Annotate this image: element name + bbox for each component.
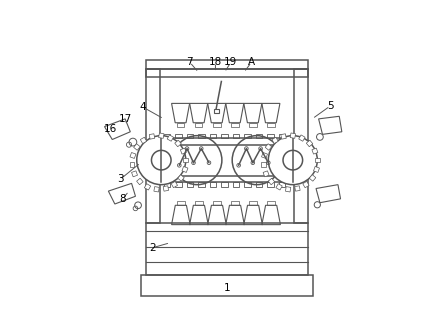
Bar (290, 133, 295, 138)
Bar (140, 275, 314, 295)
Bar (154, 187, 159, 192)
Bar (279, 182, 285, 187)
Bar (276, 184, 282, 190)
Text: 16: 16 (104, 124, 117, 134)
Bar (312, 148, 318, 154)
Text: 3: 3 (117, 175, 123, 185)
Bar (163, 186, 169, 191)
Bar (213, 123, 221, 127)
Bar (134, 144, 140, 150)
Bar (183, 158, 188, 162)
Bar (214, 109, 219, 113)
Circle shape (268, 136, 317, 185)
Bar (256, 182, 262, 187)
Bar (187, 134, 193, 138)
Bar (146, 223, 308, 275)
Bar (146, 60, 308, 69)
Bar (164, 182, 170, 187)
Text: 18: 18 (209, 57, 222, 67)
Bar (315, 158, 320, 162)
Text: 4: 4 (140, 102, 147, 112)
Bar (198, 182, 205, 187)
Bar (272, 137, 278, 144)
Bar (140, 137, 147, 144)
Bar (267, 134, 274, 138)
Bar (244, 134, 251, 138)
Bar (175, 182, 182, 187)
Bar (159, 133, 164, 138)
Bar (303, 181, 309, 188)
Bar (132, 171, 137, 177)
Bar (177, 123, 184, 127)
Bar (281, 134, 286, 139)
Text: 8: 8 (119, 194, 126, 204)
Bar (164, 134, 170, 138)
Bar (261, 162, 266, 167)
Bar (149, 134, 155, 139)
Bar (263, 171, 269, 177)
Bar (198, 134, 205, 138)
Bar (233, 182, 239, 187)
Bar (265, 144, 272, 150)
Bar (222, 182, 228, 187)
Text: 2: 2 (149, 243, 155, 253)
Bar (167, 135, 174, 141)
Bar (213, 201, 221, 205)
Circle shape (232, 136, 281, 185)
Bar (249, 123, 256, 127)
Bar (294, 69, 308, 223)
Bar (268, 178, 275, 185)
Bar (267, 123, 275, 127)
Bar (130, 162, 134, 167)
Bar (267, 201, 275, 205)
Bar (279, 134, 285, 138)
Bar (295, 186, 300, 191)
Bar (231, 123, 239, 127)
Bar (182, 166, 188, 173)
Bar (233, 134, 239, 138)
Bar (146, 69, 160, 223)
Bar (210, 182, 216, 187)
Circle shape (137, 136, 186, 185)
Text: 17: 17 (119, 114, 132, 124)
Bar (180, 148, 187, 154)
Bar (256, 134, 262, 138)
Bar (146, 69, 308, 77)
Bar (306, 140, 313, 147)
Bar (299, 135, 305, 141)
Bar (187, 182, 193, 187)
Circle shape (173, 136, 222, 185)
Bar (231, 201, 239, 205)
Bar (261, 152, 268, 158)
Bar (210, 134, 216, 138)
Bar (249, 201, 257, 205)
Bar (175, 140, 181, 147)
Bar (144, 184, 151, 190)
Bar (309, 175, 316, 181)
Bar (175, 134, 182, 138)
Text: 7: 7 (187, 57, 193, 67)
Bar (177, 201, 185, 205)
Bar (178, 175, 184, 181)
Bar (195, 123, 202, 127)
Bar (267, 182, 274, 187)
Text: 19: 19 (224, 57, 237, 67)
Bar (314, 166, 319, 173)
Text: A: A (248, 57, 255, 67)
Text: 5: 5 (327, 101, 334, 111)
Bar (244, 182, 251, 187)
Bar (130, 152, 136, 158)
Bar (285, 187, 291, 192)
Bar (195, 201, 203, 205)
Bar (171, 181, 178, 188)
Bar (222, 134, 228, 138)
Text: 1: 1 (224, 283, 230, 293)
Bar (136, 178, 143, 185)
